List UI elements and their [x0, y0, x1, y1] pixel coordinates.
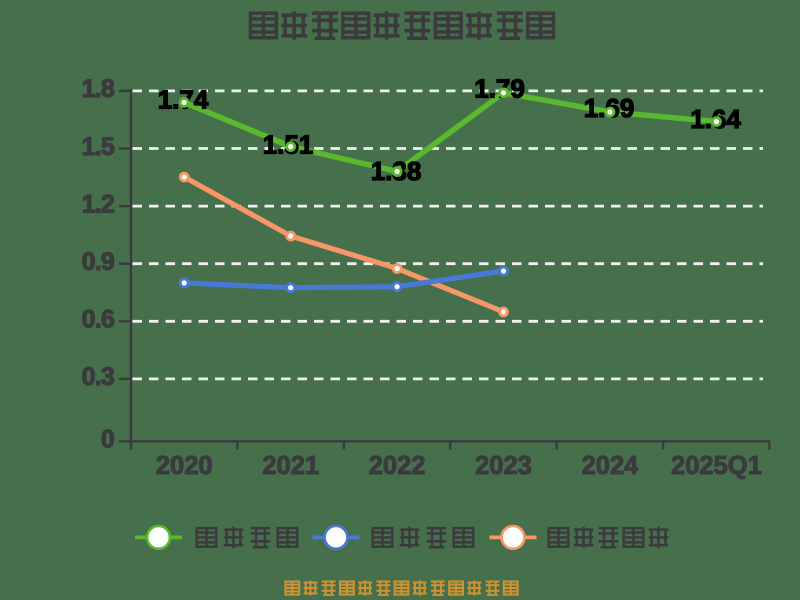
svg-text:2025Q1: 2025Q1	[671, 452, 762, 480]
svg-text:1.64: 1.64	[690, 104, 741, 134]
svg-text:0.3: 0.3	[82, 363, 114, 391]
svg-text:0: 0	[101, 426, 114, 454]
svg-text:2024: 2024	[582, 452, 640, 480]
svg-text:1.79: 1.79	[474, 73, 525, 103]
svg-text:2020: 2020	[156, 452, 213, 480]
svg-text:1.8: 1.8	[82, 75, 115, 103]
svg-text:1.2: 1.2	[82, 190, 114, 218]
svg-text:2023: 2023	[475, 452, 532, 480]
svg-text:2022: 2022	[369, 452, 426, 480]
svg-text:1.5: 1.5	[82, 133, 115, 161]
svg-text:0.6: 0.6	[82, 306, 114, 334]
svg-text:2021: 2021	[262, 452, 319, 480]
svg-text:1.69: 1.69	[584, 93, 635, 123]
svg-text:0.9: 0.9	[82, 248, 114, 276]
